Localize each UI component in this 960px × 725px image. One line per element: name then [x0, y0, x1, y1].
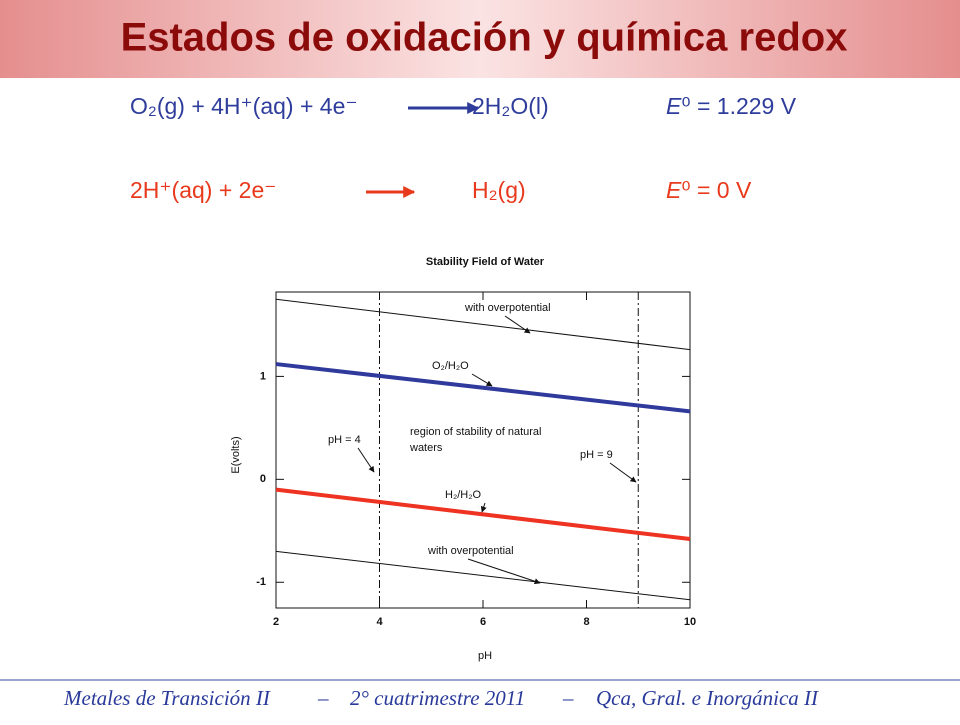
- y-tick-label: 1: [260, 370, 266, 382]
- y-axis-label: E(volts): [230, 436, 242, 473]
- footer-text: 2° cuatrimestre 2011: [350, 686, 525, 710]
- potential-value: ⁰ = 1.229 V: [681, 93, 796, 119]
- series-line: [275, 362, 691, 414]
- equation-products: 2H₂O(l): [472, 93, 549, 119]
- standard-potential: E⁰ = 1.229 V: [666, 93, 797, 119]
- label-arrow: [480, 502, 487, 513]
- label-arrow: [504, 315, 531, 334]
- label-arrow: [471, 373, 493, 387]
- ph-label: pH = 9: [580, 449, 613, 461]
- series-line: [275, 487, 691, 542]
- y-tick-label: 0: [260, 473, 266, 485]
- series-label: O₂/H₂O: [432, 360, 469, 372]
- series-label: with overpotential: [464, 302, 551, 314]
- region-annotation: waters: [409, 442, 443, 454]
- equation-products: H₂(g): [472, 177, 526, 203]
- label-arrow: [467, 558, 541, 585]
- x-axis-label: pH: [478, 650, 492, 662]
- x-tick-label: 2: [273, 616, 279, 628]
- region-annotation: region of stability of natural: [410, 426, 541, 438]
- series-label: H₂/H₂O: [445, 489, 481, 501]
- potential-symbol: E: [666, 93, 682, 119]
- chart-title: Stability Field of Water: [426, 256, 545, 268]
- footer-separator: –: [317, 686, 329, 710]
- footer-separator: –: [562, 686, 574, 710]
- slide-title: Estados de oxidación y química redox: [121, 16, 848, 60]
- header-bar: [0, 0, 960, 78]
- label-arrow: [357, 447, 375, 473]
- equation-reactants: 2H⁺(aq) + 2e⁻: [130, 177, 276, 203]
- equation-reactants: O₂(g) + 4H⁺(aq) + 4e⁻: [130, 93, 358, 119]
- standard-potential: E⁰ = 0 V: [666, 177, 752, 203]
- x-tick-label: 10: [684, 616, 696, 628]
- x-tick-label: 8: [583, 616, 589, 628]
- y-tick-label: -1: [256, 576, 266, 588]
- footer-text: Metales de Transición II: [63, 686, 271, 710]
- x-tick-label: 4: [376, 616, 383, 628]
- potential-value: ⁰ = 0 V: [681, 177, 752, 203]
- label-arrow: [609, 462, 637, 483]
- series-label: with overpotential: [427, 545, 514, 557]
- series-line: [275, 298, 691, 351]
- ph-label: pH = 4: [328, 434, 361, 446]
- plot-frame: [275, 291, 691, 609]
- footer-text: Qca, Gral. e Inorgánica II: [596, 686, 819, 710]
- series-line: [275, 550, 691, 601]
- potential-symbol: E: [666, 177, 682, 203]
- x-tick-label: 6: [480, 616, 486, 628]
